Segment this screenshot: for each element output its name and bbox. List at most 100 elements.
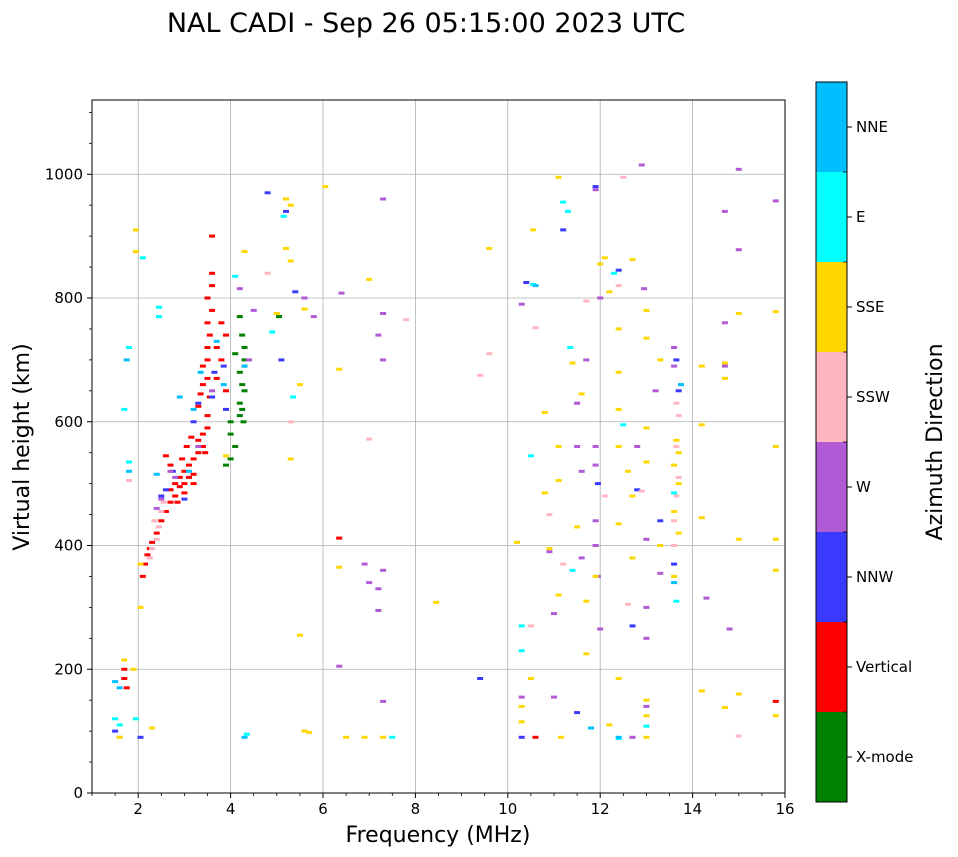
colorbar-tick-label: SSW [856,388,890,406]
echo-point-w [597,627,604,631]
echo-point-e [121,407,128,411]
echo-point-sse [643,308,650,312]
echo-point-nnw [220,364,227,368]
echo-point-w [380,312,387,315]
echo-point-x-mode [236,315,243,319]
echo-point-x-mode [236,401,243,405]
colorbar-tick-label: X-mode [856,748,913,766]
echo-point-vertical [218,358,225,362]
y-tick-label: 0 [73,784,83,802]
echo-point-sse [530,228,537,232]
echo-point-e [518,649,525,653]
x-tick-label: 12 [591,800,610,818]
echo-point-vertical [204,376,211,380]
echo-point-vertical [202,451,209,455]
echo-point-sse [592,574,599,578]
echo-point-sse [675,482,682,486]
echo-point-ssw [527,624,534,628]
echo-point-e [269,330,276,334]
echo-point-e [232,274,239,278]
echo-point-x-mode [232,352,239,356]
echo-point-sse [671,463,678,467]
echo-point-sse [361,735,368,739]
echo-point-w [574,401,581,405]
echo-point-w [209,389,216,393]
echo-point-nnw [477,677,484,680]
echo-point-sse [336,565,343,569]
echo-point-e [673,599,680,603]
echo-point-w [158,497,165,501]
echo-point-vertical [162,510,169,513]
echo-point-ssw [675,475,682,479]
echo-point-sse [555,445,562,448]
echo-point-ssw [671,519,678,523]
echo-point-vertical [190,472,197,476]
echo-point-sse [241,250,248,254]
echo-point-sse [518,704,525,708]
echo-point-ssw [486,352,493,356]
echo-point-sse [643,735,650,739]
echo-point-nnw [162,488,169,492]
echo-point-e [290,395,296,399]
echo-point-e [611,271,618,275]
echo-point-vertical [209,284,216,288]
echo-point-vertical [772,699,779,703]
echo-point-w [641,287,648,291]
echo-point-vertical [204,296,211,300]
colorbar-frame [815,81,848,803]
echo-point-sse [287,259,294,263]
echo-point-vertical [176,475,183,479]
echo-point-sse [615,407,622,411]
echo-point-e [280,214,287,218]
echo-point-w [375,587,382,591]
echo-point-ssw [601,494,608,498]
echo-point-vertical [195,404,202,408]
echo-point-vertical [121,677,128,680]
echo-point-nnw [112,729,119,733]
echo-point-w [551,695,557,699]
echo-point-vertical [199,445,206,448]
echo-point-sse [583,599,590,603]
echo-point-w [583,358,590,362]
echo-point-vertical [199,364,206,368]
echo-point-ssw [287,420,294,424]
echo-point-vertical [162,454,169,458]
echo-point-e [116,723,123,727]
echo-point-w [592,445,599,448]
echo-point-sse [541,411,548,414]
echo-point-sse [721,361,728,365]
echo-point-sse [615,445,622,448]
echo-point-w [652,389,659,393]
echo-point-nnw [634,488,641,492]
echo-point-sse [555,593,562,597]
x-tick-label: 10 [498,800,517,818]
echo-point-x-mode [276,315,283,319]
echo-point-sse [615,370,622,374]
echo-point-nnw [223,407,229,411]
echo-point-sse [721,376,728,380]
echo-point-vertical [186,475,192,479]
echo-point-vertical [204,358,211,362]
echo-point-sse [132,250,139,254]
echo-point-w [361,562,368,566]
echo-point-vertical [181,491,188,495]
echo-point-w [380,568,387,572]
echo-point-sse [601,256,608,260]
echo-point-x-mode [232,445,239,448]
echo-point-sse [772,445,779,448]
echo-point-sse [380,735,387,739]
echo-point-e [671,491,678,495]
echo-point-sse [116,735,123,739]
echo-point-x-mode [239,407,246,411]
echo-point-sse [772,537,779,541]
echo-point-vertical [167,463,174,467]
colorbar-tick-label: NNW [856,568,893,586]
echo-point-ssw [158,510,165,513]
echo-point-sse [629,258,636,262]
echo-point-sse [675,531,682,535]
echo-point-vertical [186,463,192,467]
echo-point-ssw [153,537,160,541]
echo-point-w [735,248,742,252]
echo-point-sse [772,310,779,314]
echo-point-w [250,308,257,312]
